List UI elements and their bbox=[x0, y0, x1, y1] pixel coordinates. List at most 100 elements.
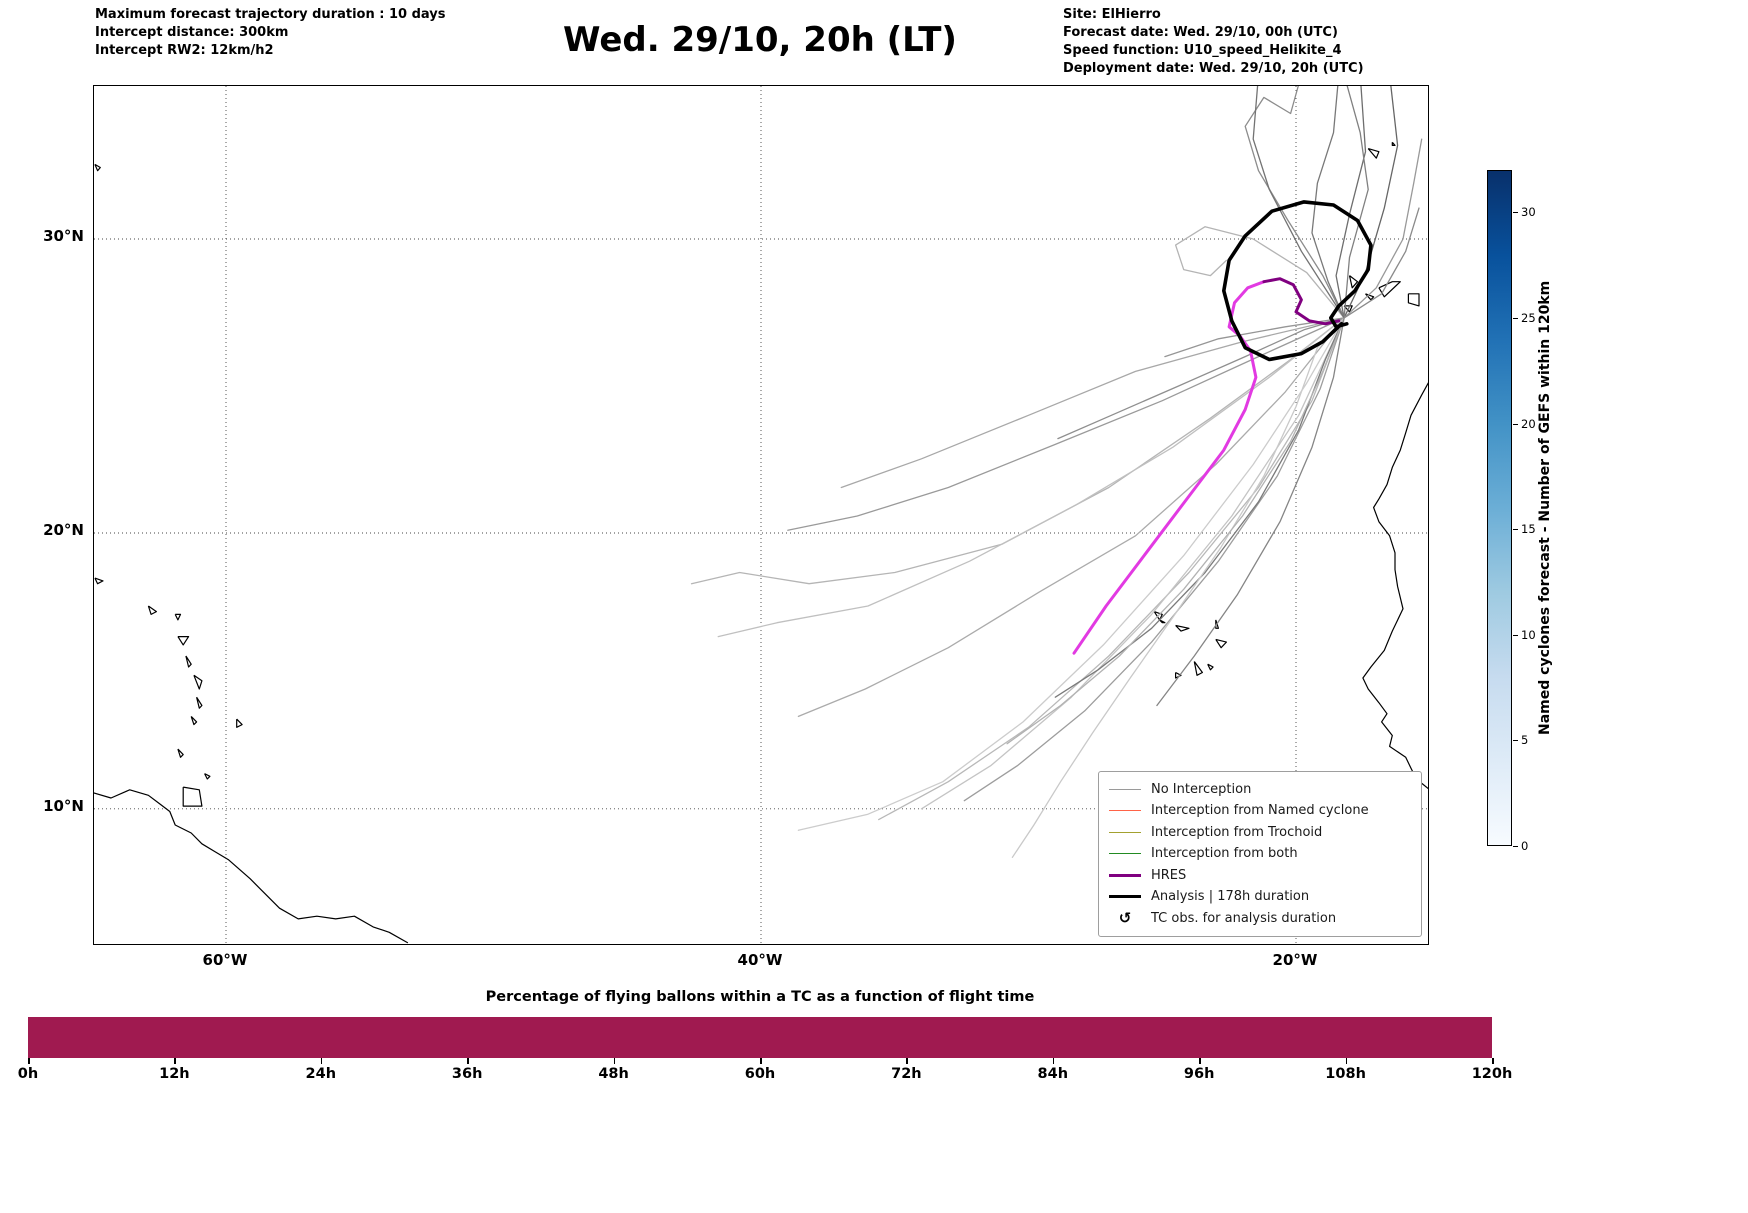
coastline bbox=[182, 786, 203, 807]
deployment-date-text: Deployment date: Wed. 29/10, 20h (UTC) bbox=[1063, 61, 1364, 76]
hres-trajectory bbox=[1072, 280, 1266, 655]
legend-item-label: Interception from Trochoid bbox=[1151, 824, 1323, 840]
coastline bbox=[177, 748, 184, 758]
colorbar-tick-label: 25 bbox=[1521, 310, 1536, 325]
flight-axis-tick bbox=[1492, 1058, 1494, 1064]
coastline bbox=[1348, 275, 1359, 289]
colorbar-tick-label: 15 bbox=[1521, 522, 1536, 537]
gefs-trajectory bbox=[963, 317, 1345, 802]
coastline bbox=[1343, 305, 1353, 313]
colorbar-tick bbox=[1513, 846, 1518, 847]
flight-axis-tick-label: 72h bbox=[891, 1066, 922, 1082]
colorbar-tick-label: 10 bbox=[1521, 627, 1536, 642]
coastline bbox=[190, 715, 198, 726]
colorbar-tick bbox=[1513, 740, 1518, 742]
colorbar-tick bbox=[1513, 529, 1518, 531]
legend-item: HRES bbox=[1109, 865, 1411, 887]
colorbar-tick bbox=[1513, 634, 1518, 636]
coastline bbox=[1215, 638, 1228, 649]
x-tick-label: 20°W bbox=[1272, 951, 1318, 969]
gefs-trajectory bbox=[920, 317, 1345, 810]
legend-line-swatch bbox=[1109, 873, 1141, 877]
legend-item-label: No Interception bbox=[1151, 781, 1252, 797]
gefs-trajectory bbox=[1343, 207, 1420, 319]
coastline bbox=[204, 773, 211, 780]
colorbar-tick bbox=[1513, 212, 1518, 214]
flight-axis-tick bbox=[1199, 1058, 1201, 1064]
max-duration-text: Maximum forecast trajectory duration : 1… bbox=[95, 7, 446, 22]
coastline bbox=[1391, 141, 1396, 147]
gefs-trajectory bbox=[1156, 317, 1345, 707]
gefs-trajectory bbox=[1006, 317, 1345, 745]
gefs-trajectory bbox=[797, 317, 1345, 718]
gefs-trajectory bbox=[1054, 317, 1345, 698]
coastline bbox=[196, 696, 203, 709]
flight-axis-tick bbox=[613, 1058, 616, 1064]
flight-bar bbox=[28, 1017, 1492, 1058]
coastline bbox=[94, 577, 104, 585]
gefs-trajectory bbox=[1011, 317, 1345, 858]
gefs-trajectory bbox=[1343, 138, 1423, 319]
figure-title: Wed. 29/10, 20h (LT) bbox=[563, 20, 957, 60]
flight-axis-tick-label: 60h bbox=[744, 1066, 776, 1082]
gefs-trajectory bbox=[1174, 226, 1345, 319]
flight-axis-tick bbox=[1052, 1058, 1055, 1064]
colorbar-tick-label: 0 bbox=[1521, 839, 1529, 853]
tc-obs-icon: ↺ bbox=[1118, 908, 1132, 927]
coastline bbox=[1153, 611, 1163, 621]
coastline bbox=[236, 718, 243, 728]
legend-line-swatch bbox=[1109, 810, 1141, 812]
colorbar-tick-label: 20 bbox=[1521, 416, 1536, 431]
legend-item: Analysis | 178h duration bbox=[1109, 886, 1411, 908]
coastline bbox=[94, 163, 101, 172]
gefs-trajectory bbox=[1244, 86, 1345, 319]
gefs-trajectory bbox=[797, 317, 1345, 831]
colorbar-tick-label: 30 bbox=[1521, 205, 1536, 220]
coastline bbox=[193, 674, 203, 690]
coastline bbox=[1365, 293, 1375, 301]
gefs-trajectory bbox=[878, 317, 1345, 821]
coastline bbox=[1193, 661, 1204, 676]
site-text: Site: ElHierro bbox=[1063, 7, 1161, 22]
flight-axis-tick bbox=[174, 1058, 176, 1064]
legend-item-label: Interception from both bbox=[1151, 846, 1298, 862]
colorbar-label: Named cyclones forecast - Number of GEFS… bbox=[1537, 280, 1553, 736]
colorbar-tick-label: 5 bbox=[1521, 733, 1529, 748]
legend-item: Interception from Named cyclone bbox=[1109, 800, 1411, 822]
coastline bbox=[174, 613, 182, 621]
legend-item: Interception from Trochoid bbox=[1109, 822, 1411, 844]
flight-axis-tick-label: 36h bbox=[451, 1066, 483, 1082]
legend-item: Interception from both bbox=[1109, 843, 1411, 865]
flight-axis-tick-label: 0h bbox=[17, 1066, 39, 1082]
flight-bar-title: Percentage of flying ballons within a TC… bbox=[485, 989, 1035, 1005]
gefs-trajectory bbox=[1311, 86, 1345, 319]
coastline bbox=[1378, 281, 1401, 298]
x-tick-label: 40°W bbox=[737, 951, 783, 969]
y-tick-label: 10°N bbox=[43, 796, 84, 815]
run-settings-block: Maximum forecast trajectory duration : 1… bbox=[95, 6, 446, 60]
intercept-rw2-text: Intercept RW2: 12km/h2 bbox=[95, 43, 274, 58]
gefs-trajectory bbox=[787, 317, 1345, 531]
flight-axis-tick bbox=[1345, 1058, 1348, 1064]
gefs-trajectory bbox=[717, 317, 1345, 638]
coastline bbox=[94, 789, 409, 944]
x-tick-label: 60°W bbox=[202, 951, 248, 969]
coastline bbox=[177, 635, 190, 646]
legend-item: ↺ TC obs. for analysis duration bbox=[1109, 908, 1411, 930]
legend-item-label: Interception from Named cyclone bbox=[1151, 803, 1369, 819]
speed-function-text: Speed function: U10_speed_Helikite_4 bbox=[1063, 43, 1342, 58]
flight-axis-tick bbox=[28, 1058, 30, 1064]
coastline bbox=[185, 655, 192, 668]
y-tick-label: 30°N bbox=[43, 227, 84, 245]
legend: No Interception Interception from Named c… bbox=[1098, 770, 1422, 937]
flight-axis-tick bbox=[760, 1058, 762, 1064]
map-canvas bbox=[94, 86, 1428, 944]
coastline bbox=[1407, 293, 1420, 307]
trajectory-map: No Interception Interception from Named c… bbox=[93, 85, 1429, 945]
coastline bbox=[1207, 663, 1214, 671]
hres-trajectory-tail bbox=[1262, 277, 1341, 326]
legend-item-label: Analysis | 178h duration bbox=[1151, 889, 1310, 905]
legend-line-swatch bbox=[1109, 853, 1141, 855]
legend-item: No Interception bbox=[1109, 779, 1411, 801]
